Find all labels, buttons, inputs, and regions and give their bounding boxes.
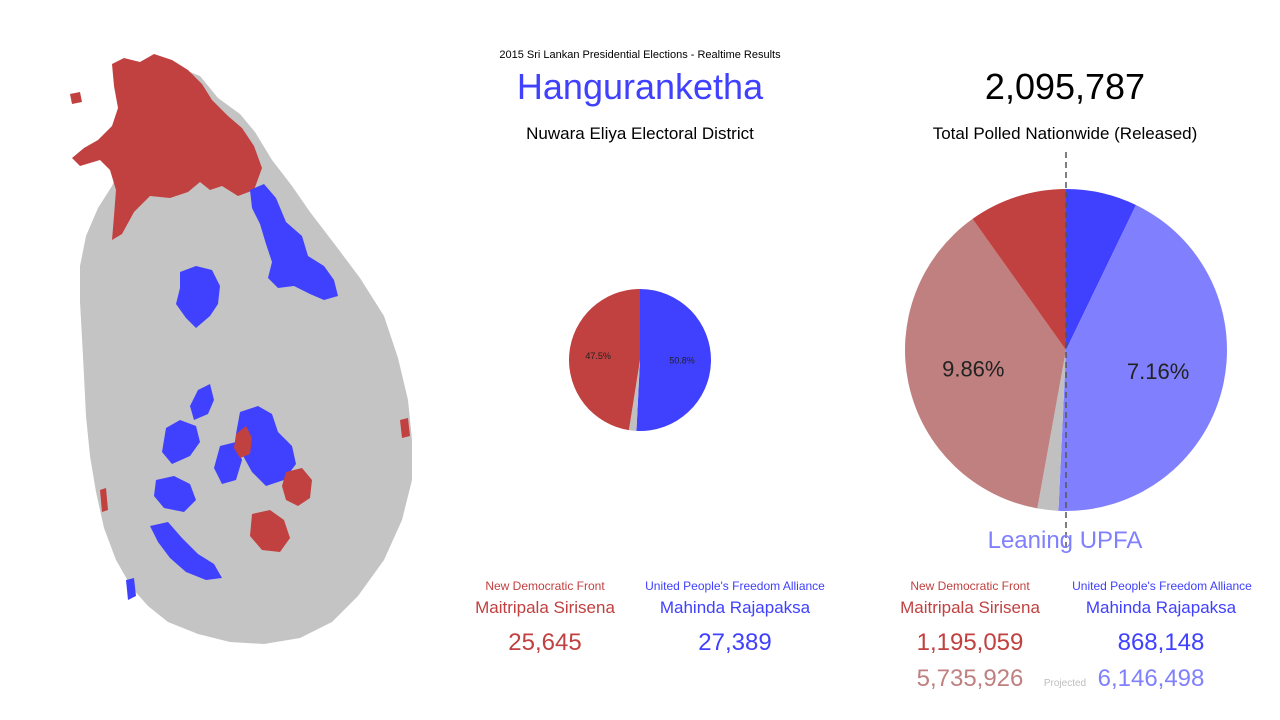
local-ndf-party: New Democratic Front xyxy=(485,579,605,593)
projected-label: Projected xyxy=(1043,678,1087,689)
national-upfa-projected: 6,146,498 xyxy=(1097,665,1205,692)
map-region-north xyxy=(72,54,262,240)
national-pie-slice-2 xyxy=(1037,350,1066,511)
map-region-central-1 xyxy=(190,384,214,420)
local-upfa-party: United People's Freedom Alliance xyxy=(645,579,825,593)
map-region-south-3 xyxy=(126,578,136,600)
map-region-ndf-5 xyxy=(400,418,410,438)
map-region-north-central xyxy=(176,266,220,328)
map-region-central-3 xyxy=(236,406,296,486)
national-pie-slice-4 xyxy=(972,189,1066,350)
leaning-label: Leaning UPFA xyxy=(987,527,1143,554)
national-pie-label-3: 9.86% xyxy=(942,357,1004,382)
local-pie-slice-1 xyxy=(628,360,640,431)
national-upfa-party: United People's Freedom Alliance xyxy=(1072,579,1252,593)
map-region-east xyxy=(250,184,338,300)
local-pie-label-0: 50.8% xyxy=(669,355,695,365)
total-polled-label: Total Polled Nationwide (Released) xyxy=(932,124,1198,143)
national-ndf-votes: 1,195,059 xyxy=(916,629,1024,656)
national-ndf-projected: 5,735,926 xyxy=(916,665,1024,692)
map-region-northwest xyxy=(70,92,82,104)
local-upfa-votes: 27,389 xyxy=(698,629,772,656)
local-ndf-candidate: Maitripala Sirisena xyxy=(475,598,615,617)
local-pie-chart: 50.8% 47.5% xyxy=(569,289,711,431)
map-region-south-2 xyxy=(150,522,222,580)
map-region-ndf-4 xyxy=(100,488,108,512)
map-region-ndf-1 xyxy=(234,426,252,458)
national-pie-slice-3 xyxy=(905,218,1066,509)
local-pie-slice-2 xyxy=(569,289,640,431)
national-ndf-party: New Democratic Front xyxy=(910,579,1030,593)
map-region-central-4 xyxy=(214,442,242,484)
map-region-central-2 xyxy=(162,420,200,464)
national-ndf-candidate: Maitripala Sirisena xyxy=(900,598,1040,617)
national-pie-slice-1 xyxy=(1058,205,1228,511)
suptitle: 2015 Sri Lankan Presidential Elections -… xyxy=(499,49,781,61)
district-name: Nuwara Eliya Electoral District xyxy=(526,124,754,143)
national-pie-label-1: 7.16% xyxy=(1127,359,1189,384)
local-pie-slice-0 xyxy=(636,289,711,431)
map-region-ndf-3 xyxy=(250,510,290,552)
national-pie-slice-0 xyxy=(1066,189,1136,350)
local-pie-label-2: 47.5% xyxy=(585,351,611,361)
national-pie-chart: 7.16% 9.86% xyxy=(905,152,1228,548)
national-upfa-votes: 868,148 xyxy=(1117,629,1205,656)
national-upfa-candidate: Mahinda Rajapaksa xyxy=(1085,598,1237,617)
map-region-ndf-2 xyxy=(282,468,312,506)
division-title: Hanguranketha xyxy=(516,66,764,107)
local-ndf-votes: 25,645 xyxy=(508,629,582,656)
total-polled: 2,095,787 xyxy=(984,66,1146,107)
map-region-south-1 xyxy=(154,476,196,512)
local-upfa-candidate: Mahinda Rajapaksa xyxy=(659,598,811,617)
sri-lanka-map xyxy=(70,54,412,644)
